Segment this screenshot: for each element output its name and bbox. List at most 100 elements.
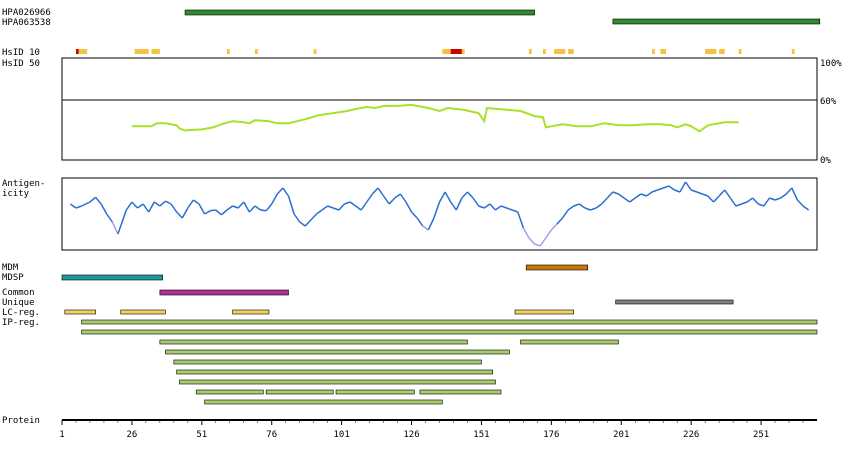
antigenicity-segment <box>237 201 245 209</box>
antigenicity-segment <box>327 205 334 209</box>
axis-tick-label: 76 <box>266 430 277 440</box>
antigenicity-segment <box>332 207 340 211</box>
antigenicity-segment <box>316 209 323 215</box>
antigenicity-segment <box>81 201 91 207</box>
antigenicity-segment <box>438 191 446 203</box>
antigenicity-segment <box>94 196 102 205</box>
lc-bar <box>232 309 270 315</box>
hsid-segment <box>151 49 160 54</box>
antigenicity-segment <box>528 237 536 245</box>
antigenicity-segment <box>494 205 502 211</box>
identity-label-100: 100% <box>820 59 842 69</box>
hsid-50-label: HsID 50 <box>2 59 40 69</box>
antigenicity-segment <box>791 187 799 201</box>
antigenicity-segment <box>556 217 564 225</box>
mdsp-label: MDSP <box>2 273 24 283</box>
antigenicity-segment <box>550 223 558 231</box>
ip-bar <box>81 319 818 325</box>
antigenicity-segment <box>735 203 742 207</box>
antigenicity-segment <box>472 197 480 207</box>
antigenicity-segment <box>137 203 144 209</box>
antigenicity-segment <box>802 205 810 211</box>
antigenicity-segment <box>606 191 614 199</box>
antigenicity-segment <box>545 229 552 239</box>
antigenicity-segment <box>427 217 435 231</box>
identity-series-line <box>131 103 739 133</box>
axis-tick-label: 226 <box>683 430 699 440</box>
antigenicity-segment <box>640 193 647 197</box>
antigenicity-segment <box>483 203 491 209</box>
antigenicity-segment <box>248 205 256 213</box>
antigenicity-segment <box>707 195 715 203</box>
antigenicity-segment <box>377 187 385 197</box>
identity-panel-frame <box>61 57 818 161</box>
ip-bar <box>173 359 482 365</box>
antigenicity-segment <box>181 207 189 219</box>
antigenicity-segment <box>299 221 306 227</box>
antigenicity-panel-frame <box>61 177 818 251</box>
antigenicity-segment <box>522 227 530 239</box>
axis-tick-label: 201 <box>613 430 629 440</box>
antigenicity-segment <box>69 203 77 209</box>
antigenicity-segment <box>702 193 709 197</box>
antigenicity-segment <box>450 201 457 211</box>
protein-axis-label: Protein <box>2 416 40 426</box>
antigenicity-segment <box>466 191 474 199</box>
antibody-bars <box>184 9 821 25</box>
antigenicity-segment <box>796 199 804 207</box>
antigenicity-segment <box>679 181 687 193</box>
hsid-segment <box>450 49 462 54</box>
antigenicity-segment <box>260 209 267 212</box>
antigenicity-segment <box>388 197 396 205</box>
antigenicity-segment <box>382 195 390 205</box>
ip-bar <box>335 389 415 395</box>
hsid-segment <box>554 49 566 54</box>
hsid-10-label: HsID 10 <box>2 48 40 58</box>
antigenicity-segment <box>601 197 608 205</box>
antigenicity-segment <box>371 187 379 195</box>
antigenicity-segment <box>344 201 351 205</box>
antigenicity-segment <box>511 209 519 213</box>
antigenicity-label-line2: icity <box>2 189 30 199</box>
antigenicity-segment <box>578 203 586 209</box>
antigenicity-segment <box>282 187 290 197</box>
antigenicity-segment <box>595 203 603 209</box>
antigenicity-segment <box>265 203 273 212</box>
antigenicity-segment <box>461 191 469 199</box>
antigenicity-segment <box>662 185 670 189</box>
hsid-segment <box>313 49 317 54</box>
antigenicity-segment <box>657 187 664 191</box>
hsid-segment <box>705 49 717 54</box>
antigenicity-segment <box>785 187 793 195</box>
antigenicity-segment <box>712 195 720 203</box>
antigenicity-segment <box>215 209 222 216</box>
common-label: Common <box>2 288 35 298</box>
antigenicity-segment <box>321 205 329 211</box>
ip-bar <box>419 389 502 395</box>
antigenicity-segment <box>220 209 228 216</box>
antigenicity-segment <box>774 197 781 201</box>
antibody-bar <box>612 18 821 25</box>
antigenicity-segment <box>645 191 653 197</box>
antigenicity-segment <box>394 193 401 199</box>
hsid-segment <box>134 49 149 54</box>
antigenicity-segment <box>254 205 261 211</box>
axis-tick-label: 251 <box>753 430 769 440</box>
axis-tick-label: 101 <box>333 430 349 440</box>
ip-bar <box>159 339 468 345</box>
antigenicity-segment <box>422 225 429 231</box>
antigenicity-segment <box>165 200 172 205</box>
axis-tick-label: 151 <box>473 430 489 440</box>
antigenicity-segment <box>506 207 513 211</box>
antigenicity-series <box>69 181 810 247</box>
antigenicity-segment <box>573 203 580 207</box>
antigenicity-segment <box>232 205 239 209</box>
ip-bar <box>204 399 443 405</box>
antigenicity-segment <box>690 189 698 193</box>
antigenicity-segment <box>399 193 407 203</box>
hsid-track <box>75 49 795 54</box>
mdsp-bar <box>61 274 163 281</box>
antigenicity-segment <box>752 197 759 205</box>
antigenicity-segment <box>651 189 658 193</box>
antigenicity-segment <box>500 205 507 209</box>
